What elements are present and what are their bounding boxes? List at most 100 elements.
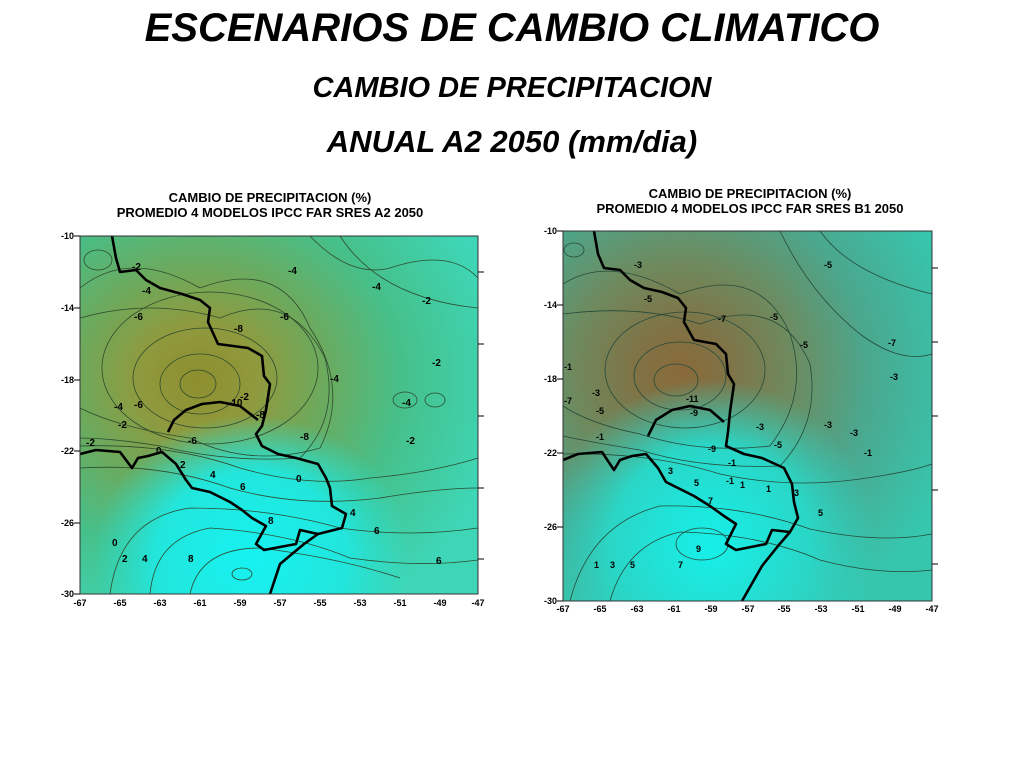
contour-label: 6 <box>240 482 246 493</box>
map-title-line-1: CAMBIO DE PRECIPITACION (%) <box>168 190 372 205</box>
contour-label: -5 <box>824 260 832 270</box>
x-tick-label: -67 <box>556 604 569 614</box>
map-b1: -3 -5 -5 -5 -7 -5 -3 -1 -7 -3 -3 -5 -9 -… <box>544 226 939 614</box>
contour-label: -3 <box>634 260 642 270</box>
slide-subtitle-2: ANUAL A2 2050 (mm/dia) <box>326 124 698 159</box>
contour-label: -8 <box>234 324 243 335</box>
contour-label: 7 <box>708 496 713 506</box>
contour-label: 5 <box>630 560 635 570</box>
y-tick-label: -18 <box>61 375 74 385</box>
contour-label: -5 <box>770 312 778 322</box>
contour-label: -1 <box>726 476 734 486</box>
contour-label: -4 <box>330 374 339 385</box>
x-tick-label: -63 <box>630 604 643 614</box>
contour-label: -2 <box>118 420 127 431</box>
contour-label: -2 <box>240 392 249 403</box>
contour-label: -4 <box>288 266 297 277</box>
contour-label: 2 <box>180 460 186 471</box>
contour-label: -2 <box>132 262 141 273</box>
y-tick-label: -10 <box>544 226 557 236</box>
contour-label: 2 <box>122 554 128 565</box>
contour-label: 9 <box>696 544 701 554</box>
contour-label: -5 <box>800 340 808 350</box>
y-tick-label: -18 <box>544 374 557 384</box>
y-tick-label: -26 <box>61 518 74 528</box>
contour-label: 1 <box>766 484 771 494</box>
y-tick-label: -14 <box>544 300 557 310</box>
contour-label: -5 <box>644 294 652 304</box>
contour-label: -3 <box>850 428 858 438</box>
contour-label: -4 <box>402 398 411 409</box>
contour-label: 5 <box>694 478 699 488</box>
y-tick-label: -22 <box>544 448 557 458</box>
contour-label-group: -2 -4 -4 -4 -2 -6 -8 -6 -2 -4 -4 -6 -10 … <box>86 262 442 567</box>
contour-label: -6 <box>280 312 289 323</box>
contour-label: -2 <box>422 296 431 307</box>
contour-label: 4 <box>210 470 216 481</box>
contour-label: -3 <box>756 422 764 432</box>
x-tick-label: -51 <box>393 598 406 608</box>
contour-label: 3 <box>610 560 615 570</box>
x-tick-label: -61 <box>667 604 680 614</box>
map-title-line-2: PROMEDIO 4 MODELOS IPCC FAR SRES A2 2050 <box>116 205 424 220</box>
x-tick-label: -63 <box>153 598 166 608</box>
map-panel-b1: CAMBIO DE PRECIPITACION (%) PROMEDIO 4 M… <box>530 184 970 620</box>
contour-label: -3 <box>890 372 898 382</box>
contour-label: 4 <box>142 554 148 565</box>
contour-label: 3 <box>668 466 673 476</box>
map-title-line-1: CAMBIO DE PRECIPITACION (%) <box>648 186 852 201</box>
country-borders <box>562 230 800 602</box>
x-tick-label: -61 <box>193 598 206 608</box>
x-tick-label: -53 <box>814 604 827 614</box>
contour-label: -4 <box>372 282 381 293</box>
x-tick-label: -47 <box>471 598 484 608</box>
contour-label: 1 <box>740 480 745 490</box>
contour-label: -10 <box>228 398 243 409</box>
x-tick-label: -57 <box>273 598 286 608</box>
contour-lines <box>79 235 479 595</box>
contour-label: -1 <box>728 458 736 468</box>
contour-label: -6 <box>188 436 197 447</box>
y-tick-label: -30 <box>61 589 74 599</box>
contour-label: 6 <box>374 526 380 537</box>
y-tick-label: -22 <box>61 446 74 456</box>
x-tick-label: -55 <box>313 598 326 608</box>
contour-label: 6 <box>436 556 442 567</box>
map-a2: -2 -4 -4 -4 -2 -6 -8 -6 -2 -4 -4 -6 -10 … <box>61 231 485 608</box>
map-title-line-2: PROMEDIO 4 MODELOS IPCC FAR SRES B1 2050 <box>596 201 904 216</box>
contour-label: -5 <box>774 440 782 450</box>
map-panel-a2: CAMBIO DE PRECIPITACION (%) PROMEDIO 4 M… <box>50 188 490 618</box>
contour-label: -1 <box>864 448 872 458</box>
contour-label: 3 <box>794 488 799 498</box>
contour-label: -9 <box>708 444 716 454</box>
contour-label: -5 <box>596 406 604 416</box>
y-tick-label: -14 <box>61 303 74 313</box>
x-tick-label: -49 <box>433 598 446 608</box>
y-tick-label: -10 <box>61 231 74 241</box>
x-tick-label: -57 <box>741 604 754 614</box>
contour-label: 7 <box>678 560 683 570</box>
x-tick-label: -65 <box>593 604 606 614</box>
x-tick-label: -59 <box>233 598 246 608</box>
contour-lines <box>562 230 933 602</box>
contour-label: 8 <box>188 554 194 565</box>
contour-label: -7 <box>888 338 896 348</box>
x-tick-label: -47 <box>925 604 938 614</box>
contour-label: -1 <box>564 362 572 372</box>
slide-title: ESCENARIOS DE CAMBIO CLIMATICO <box>144 6 880 50</box>
contour-label: 0 <box>156 446 162 457</box>
contour-label: -9 <box>690 408 698 418</box>
contour-label: 0 <box>296 474 302 485</box>
contour-label: 4 <box>350 508 356 519</box>
x-tick-label: -67 <box>73 598 86 608</box>
contour-label: -7 <box>718 314 726 324</box>
x-tick-label: -53 <box>353 598 366 608</box>
contour-label: -8 <box>256 410 265 421</box>
x-tick-label: -49 <box>888 604 901 614</box>
contour-label: -3 <box>592 388 600 398</box>
x-tick-label: -55 <box>777 604 790 614</box>
contour-label: -1 <box>596 432 604 442</box>
contour-label: -4 <box>114 402 123 413</box>
contour-label: -2 <box>406 436 415 447</box>
y-tick-label: -30 <box>544 596 557 606</box>
